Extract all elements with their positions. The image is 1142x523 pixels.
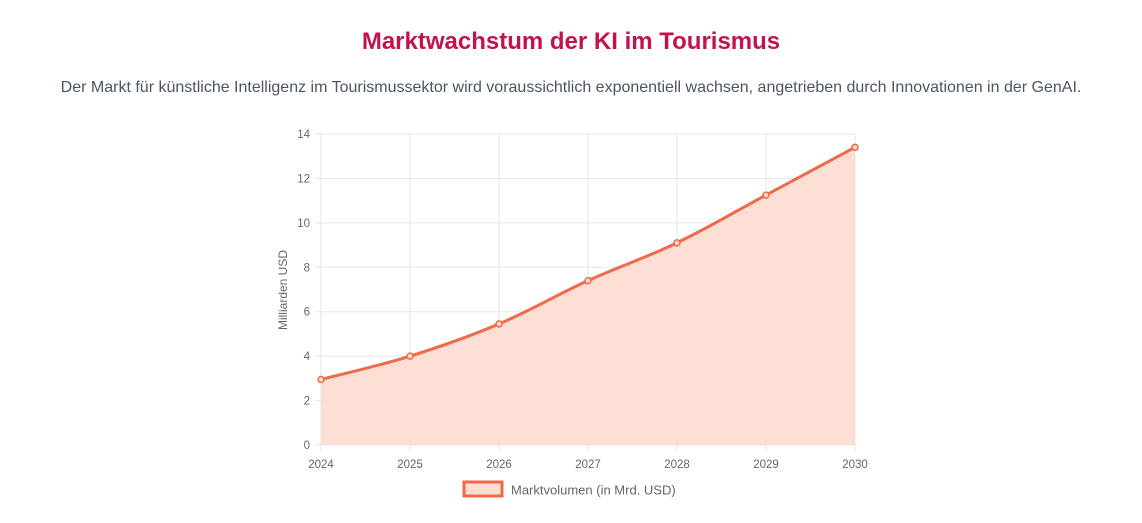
chart-points <box>317 143 859 384</box>
page-subtitle: Der Markt für künstliche Intelligenz im … <box>60 79 1082 96</box>
data-point <box>673 239 681 247</box>
page-title: Marktwachstum der KI im Tourismus <box>361 28 781 55</box>
chart-legend[interactable]: Marktvolumen (in Mrd. USD) <box>462 480 676 498</box>
x-tick-label: 2030 <box>842 459 868 471</box>
legend-label: Marktvolumen (in Mrd. USD) <box>511 483 676 498</box>
data-point <box>406 352 414 360</box>
x-tick-label: 2025 <box>397 459 423 471</box>
data-point <box>851 143 859 152</box>
y-tick-label: 10 <box>297 218 310 230</box>
y-tick-label: 6 <box>304 307 310 319</box>
x-tick-label: 2028 <box>664 459 690 471</box>
x-tick-label: 2026 <box>486 459 512 471</box>
y-tick-label: 4 <box>304 351 311 363</box>
y-tick-label: 12 <box>297 173 310 185</box>
x-axis-ticks: 2024 2025 2026 2027 2028 2029 2030 <box>308 459 868 471</box>
data-point <box>762 191 770 199</box>
y-tick-label: 0 <box>304 440 310 452</box>
chart-area-fill <box>321 147 855 446</box>
legend-swatch <box>462 480 504 498</box>
y-axis-title: Milliarden USD <box>276 250 290 330</box>
x-tick-label: 2027 <box>575 459 601 471</box>
x-tick-label: 2024 <box>308 459 334 471</box>
data-point <box>495 320 503 328</box>
y-tick-label: 8 <box>304 262 310 274</box>
y-axis-ticks: 0 2 4 6 8 10 12 14 <box>297 129 310 452</box>
series-area <box>321 147 855 446</box>
y-tick-label: 2 <box>304 396 310 408</box>
x-tick-label: 2029 <box>753 459 779 471</box>
data-point <box>317 375 325 384</box>
y-tick-label: 14 <box>297 129 310 141</box>
data-point <box>584 276 592 285</box>
